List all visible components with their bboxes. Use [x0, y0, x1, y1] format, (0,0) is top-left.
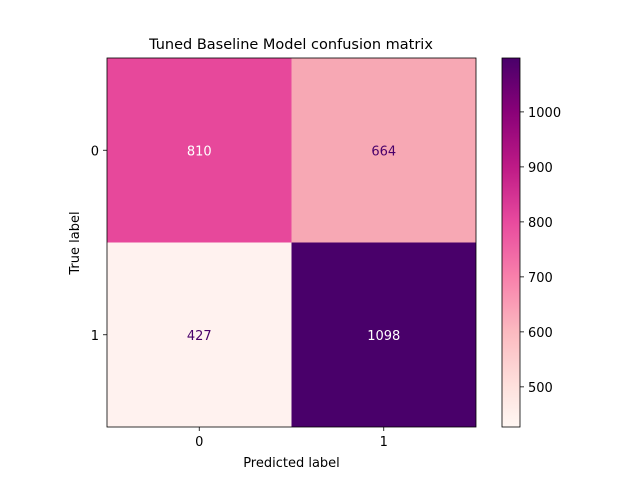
- colorbar-tick-label-1: 600: [528, 326, 553, 341]
- colorbar-tick-label-2: 700: [528, 271, 553, 286]
- x-tick-label-0: 0: [195, 435, 203, 450]
- colorbar: [501, 57, 521, 428]
- y-axis-ticks: 01: [91, 144, 107, 344]
- matrix-cell-1-1: [291, 242, 476, 427]
- colorbar-tick-label-3: 800: [528, 216, 553, 231]
- y-tick-label-1: 1: [91, 329, 99, 344]
- colorbar-tick-label-4: 900: [528, 161, 553, 176]
- colorbar-ticks: 500 600 700 800 900 1000: [520, 106, 561, 396]
- cell-value-0-0: 810: [187, 144, 212, 159]
- cell-value-1-0: 427: [187, 329, 212, 344]
- y-tick-label-0: 0: [91, 144, 99, 159]
- cell-value-0-1: 664: [371, 144, 396, 159]
- colorbar-tick-label-0: 500: [528, 381, 553, 396]
- matrix-cells: [107, 58, 476, 427]
- plot-frame: [106, 57, 477, 428]
- matrix-cell-0-1: [291, 58, 476, 243]
- colorbar-tick-label-5: 1000: [528, 106, 561, 121]
- matrix-cell-labels: 810 664 427 1098: [187, 144, 400, 344]
- matrix-cell-1-0: [107, 242, 292, 427]
- cell-value-1-1: 1098: [367, 329, 400, 344]
- y-axis-label: True label: [68, 211, 83, 275]
- x-axis-label: Predicted label: [243, 456, 340, 471]
- chart-title: Tuned Baseline Model confusion matrix: [148, 37, 433, 53]
- x-tick-label-1: 1: [380, 435, 388, 450]
- matrix-cell-0-0: [107, 58, 292, 243]
